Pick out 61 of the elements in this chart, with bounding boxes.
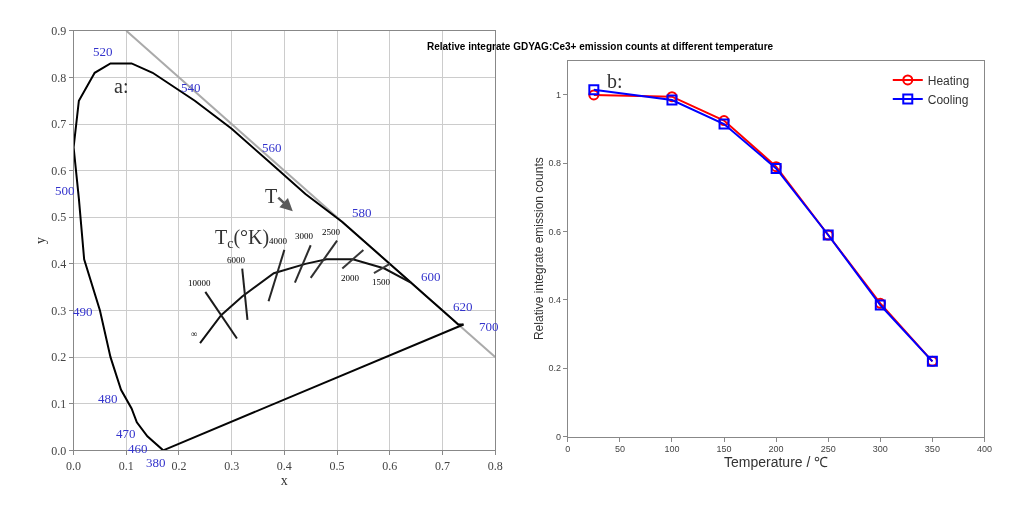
x-tick-label: 0.3	[224, 458, 240, 473]
x-tick-label: 150	[716, 444, 732, 455]
y-tick-label: 0.5	[51, 210, 67, 225]
y-tick-label: 0	[555, 431, 561, 442]
annotation: 620	[453, 299, 473, 314]
annotation: ∞	[191, 329, 198, 339]
annotation: 3000	[295, 231, 314, 241]
x-tick-label: 0	[565, 444, 571, 455]
annotation: 6000	[227, 255, 246, 265]
y-tick-label: 0.1	[51, 396, 67, 411]
annotation: 560	[262, 140, 282, 155]
annotation: a:	[114, 75, 129, 97]
annotation: 470	[116, 426, 136, 441]
annotation: 540	[181, 80, 201, 95]
x-axis-title: x	[280, 472, 288, 488]
x-tick-label: 0.5	[329, 458, 345, 473]
x-axis-title: Temperature / ℃	[724, 454, 829, 471]
x-tick-label: 0.0	[66, 458, 82, 473]
x-tick-label: 300	[872, 444, 888, 455]
annotation: 580	[352, 205, 372, 220]
y-tick-label: 0.6	[51, 163, 67, 178]
y-axis-title: Relative integrate emission counts	[531, 157, 546, 341]
annotation: T$_{c}$(°K)	[215, 226, 270, 252]
x-tick-label: 350	[924, 444, 940, 455]
annotation: 10000	[188, 278, 211, 288]
y-tick-label: 0.9	[51, 24, 67, 39]
x-tick-label: 0.1	[118, 458, 134, 473]
y-tick-label: 0.8	[51, 70, 67, 85]
y-tick-label: 0.4	[548, 295, 561, 306]
legend-label: Cooling	[927, 92, 969, 107]
legend-label: Heating	[927, 73, 970, 88]
x-tick-label: 200	[768, 444, 784, 455]
y-tick-label: 0.6	[548, 226, 561, 237]
annotation: 480	[98, 391, 118, 406]
annotation: 2500	[322, 227, 341, 237]
x-tick-label: 100	[664, 444, 680, 455]
annotation: 2000	[341, 273, 360, 283]
x-tick-label: 50	[614, 444, 625, 455]
y-tick-label: 1	[555, 90, 561, 101]
annotation: 1500	[372, 277, 391, 287]
x-tick-label: 0.6	[382, 458, 398, 473]
annotation: T	[265, 185, 278, 207]
y-tick-label: 0.8	[548, 158, 561, 169]
x-tick-label: 0.4	[276, 458, 292, 473]
x-tick-label: 400	[976, 444, 992, 455]
annotation: b:	[607, 70, 623, 92]
y-tick-label: 0.2	[548, 363, 561, 374]
x-tick-label: 0.2	[171, 458, 187, 473]
annotation: 600	[421, 269, 441, 284]
annotation: 380	[146, 455, 166, 470]
x-tick-label: 250	[820, 444, 836, 455]
y-axis-title: y	[32, 237, 48, 245]
y-tick-label: 0.7	[51, 117, 67, 132]
annotation: 4000	[269, 236, 288, 246]
y-tick-label: 0.4	[51, 257, 67, 272]
x-tick-label: 0.8	[487, 458, 503, 473]
y-tick-label: 0.3	[51, 303, 67, 318]
x-tick-label: 0.7	[434, 458, 450, 473]
chart-title: Relative integrate GDYAG:Ce3+ emission counts at different temperature	[427, 41, 774, 52]
y-tick-label: 0.2	[51, 350, 67, 365]
annotation: 520	[93, 44, 113, 59]
